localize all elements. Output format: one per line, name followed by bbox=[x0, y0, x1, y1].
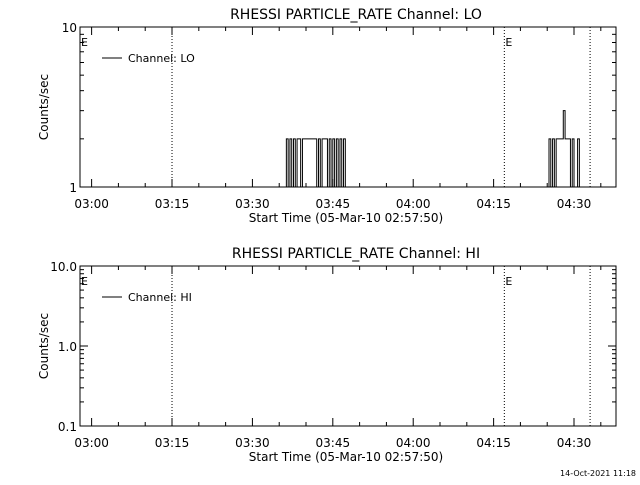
series-line bbox=[284, 138, 348, 188]
y-axis-label: Counts/sec bbox=[37, 74, 51, 140]
x-tick-label: 03:30 bbox=[235, 436, 270, 450]
x-axis-label: Start Time (05-Mar-10 02:57:50) bbox=[249, 450, 443, 464]
x-tick-label: 04:15 bbox=[476, 436, 511, 450]
plot-frame bbox=[79, 265, 617, 427]
chart-title: RHESSI PARTICLE_RATE Channel: LO bbox=[230, 7, 482, 23]
plot-frame bbox=[79, 26, 617, 188]
x-tick-label: 03:45 bbox=[316, 197, 351, 211]
y-tick-label: 1.0 bbox=[58, 340, 77, 354]
event-marker-label: E bbox=[81, 275, 88, 288]
event-marker-label: E bbox=[505, 36, 512, 49]
y-tick-label: 0.1 bbox=[58, 420, 77, 434]
x-tick-label: 04:00 bbox=[396, 436, 431, 450]
y-tick-label: 10.0 bbox=[50, 260, 77, 274]
x-tick-label: 03:45 bbox=[316, 436, 351, 450]
event-marker-label: E bbox=[81, 36, 88, 49]
legend-entry: Channel: LO bbox=[128, 52, 195, 65]
x-tick-label: 03:15 bbox=[155, 197, 190, 211]
x-tick-label: 03:00 bbox=[74, 197, 109, 211]
print-timestamp: 14-Oct-2021 11:18 bbox=[560, 469, 636, 478]
legend-entry: Channel: HI bbox=[128, 291, 192, 304]
y-tick-label: 10 bbox=[62, 21, 77, 35]
x-tick-label: 03:15 bbox=[155, 436, 190, 450]
x-tick-label: 04:30 bbox=[557, 436, 592, 450]
y-tick-label: 1 bbox=[69, 181, 77, 195]
x-tick-label: 03:00 bbox=[74, 436, 109, 450]
x-tick-label: 03:30 bbox=[235, 197, 270, 211]
x-tick-label: 04:15 bbox=[476, 197, 511, 211]
chart-title: RHESSI PARTICLE_RATE Channel: HI bbox=[232, 246, 480, 262]
x-tick-label: 04:00 bbox=[396, 197, 431, 211]
event-marker-label: E bbox=[505, 275, 512, 288]
series-line bbox=[547, 110, 583, 188]
x-tick-label: 04:30 bbox=[557, 197, 592, 211]
x-axis-label: Start Time (05-Mar-10 02:57:50) bbox=[249, 211, 443, 225]
y-axis-label: Counts/sec bbox=[37, 313, 51, 379]
